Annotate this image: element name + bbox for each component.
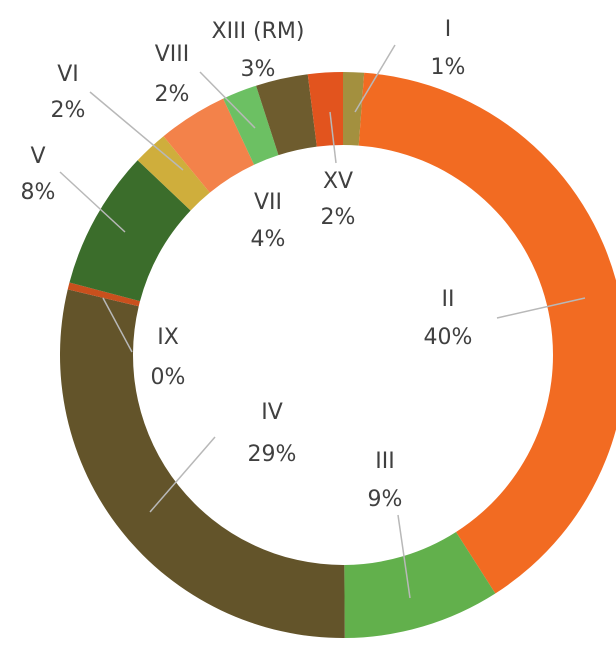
labels: I 1% II 40% III 9% IV 29% IX 0% V 8% VI 2% VII 4% VIII 2%… bbox=[21, 17, 586, 599]
value-label: 1% bbox=[431, 55, 466, 80]
slice-label: I bbox=[445, 17, 452, 42]
slice bbox=[69, 160, 191, 302]
value-label: 29% bbox=[248, 442, 297, 467]
leader-line bbox=[397, 514, 411, 599]
leader-line bbox=[59, 171, 126, 233]
value-label: 2% bbox=[51, 98, 86, 123]
leader-line bbox=[329, 111, 337, 164]
value-label: 40% bbox=[424, 325, 473, 350]
slice bbox=[256, 74, 317, 156]
slice-label: XV bbox=[323, 169, 353, 194]
leader-line bbox=[199, 71, 256, 129]
slice bbox=[223, 85, 279, 165]
leader-line bbox=[102, 297, 133, 353]
slice bbox=[60, 289, 345, 638]
value-label: 4% bbox=[251, 227, 286, 252]
leader-line bbox=[354, 44, 396, 113]
slice-label: XIII (RM) bbox=[212, 19, 305, 44]
slice-label: IV bbox=[261, 400, 283, 425]
value-label: 8% bbox=[21, 180, 56, 205]
slice-label: II bbox=[442, 287, 455, 312]
slice bbox=[307, 72, 343, 147]
slice-label: VI bbox=[57, 62, 79, 87]
leader-line bbox=[149, 436, 216, 513]
slice bbox=[67, 282, 141, 307]
slice bbox=[344, 531, 496, 638]
slice-label: IX bbox=[157, 325, 179, 350]
slices bbox=[60, 72, 616, 638]
value-label: 0% bbox=[151, 365, 186, 390]
leader-line bbox=[496, 297, 586, 319]
slice bbox=[137, 136, 210, 211]
slice bbox=[343, 72, 365, 146]
slice-label: III bbox=[375, 449, 394, 474]
value-label: 3% bbox=[241, 57, 276, 82]
slice bbox=[163, 98, 255, 193]
value-label: 9% bbox=[368, 487, 403, 512]
value-label: 2% bbox=[321, 205, 356, 230]
slice-label: VIII bbox=[155, 42, 190, 67]
slice-label: V bbox=[30, 144, 45, 169]
leader-line bbox=[89, 91, 184, 171]
value-label: 2% bbox=[155, 82, 190, 107]
slice-label: VII bbox=[254, 190, 282, 215]
slice bbox=[358, 72, 616, 594]
